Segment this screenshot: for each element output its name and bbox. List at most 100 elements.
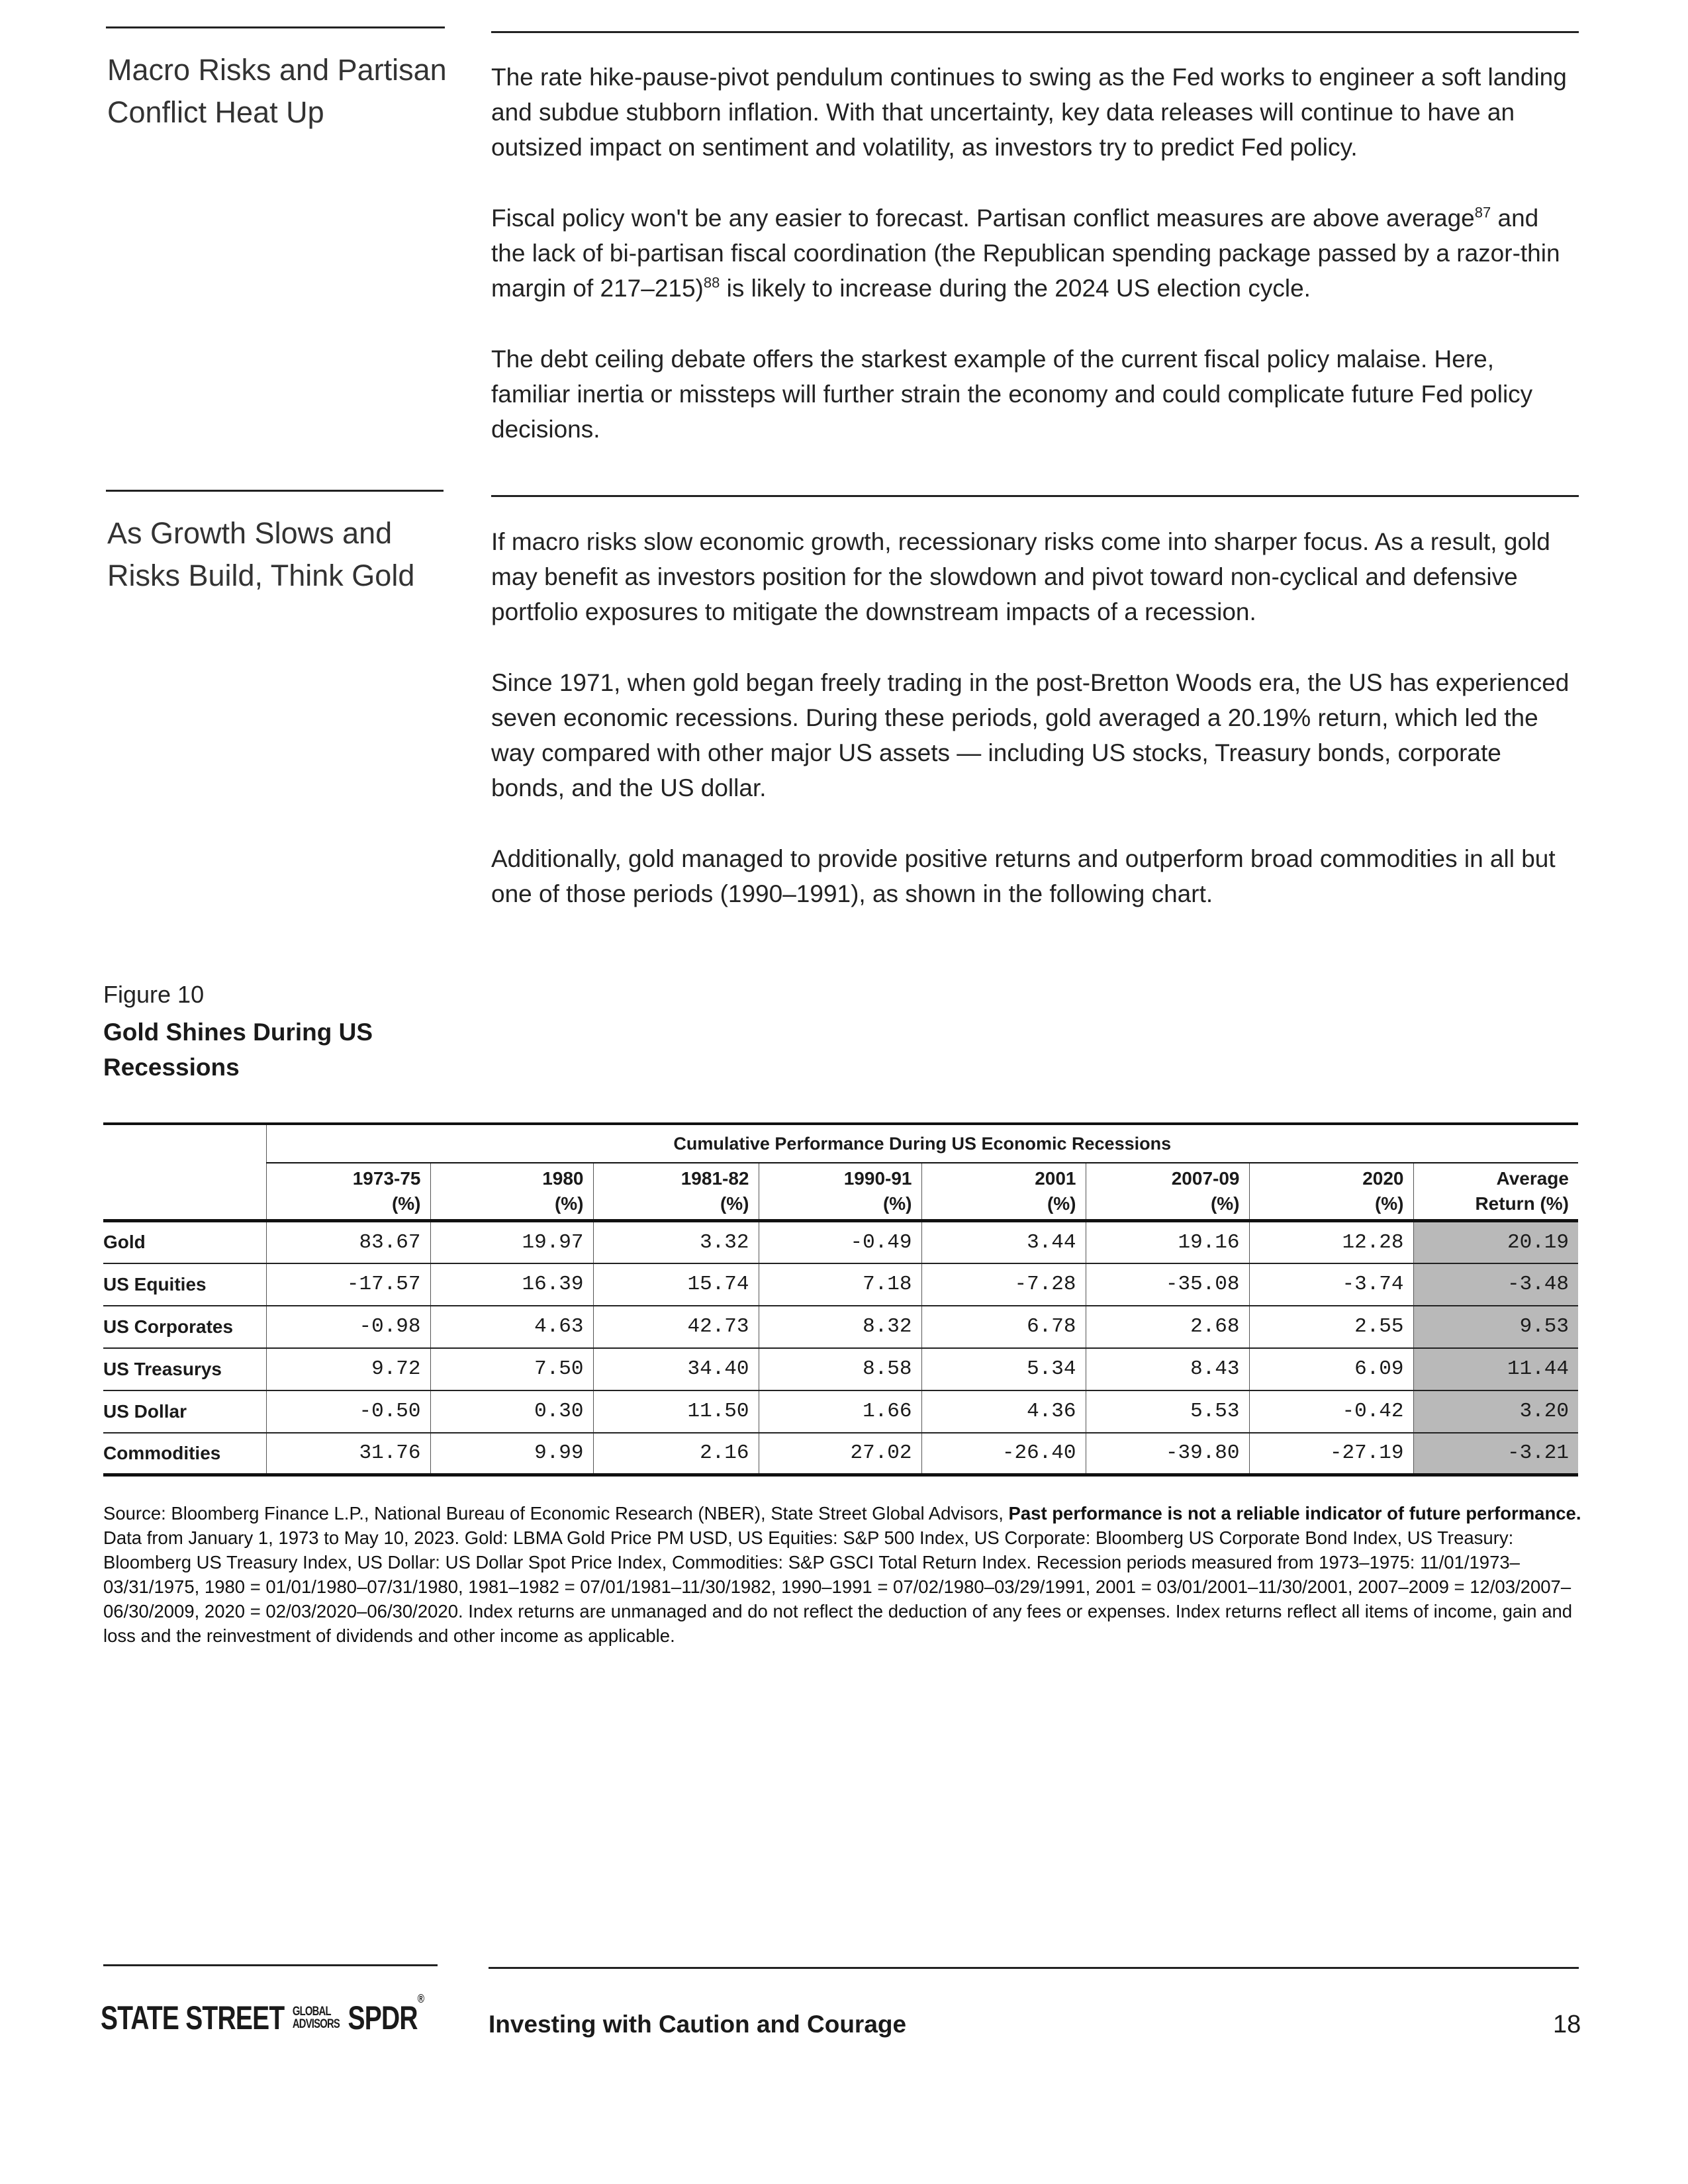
section-divider-left [106,490,444,492]
source-note: Source: Bloomberg Finance L.P., National… [103,1501,1586,1648]
paragraph-text: is likely to increase during the 2024 US… [720,275,1311,302]
average-return-cell: 9.53 [1413,1305,1578,1349]
source-text: Source: Bloomberg Finance L.P., National… [103,1503,1009,1524]
value-cell: 1.66 [758,1390,921,1433]
table-row: Gold 83.67 19.97 3.32 -0.49 3.44 19.16 12.28 20.… [103,1220,1578,1264]
table-row: US Corporates -0.98 4.63 42.73 8.32 6.78 2.68 2… [103,1305,1578,1349]
footnote-ref: 88 [703,274,720,291]
logo-state-street: STATE STREET [101,1999,285,2036]
page-number: 18 [1553,2011,1581,2038]
paragraph: If macro risks slow economic growth, rec… [491,528,1550,625]
value-cell: 11.50 [592,1390,759,1433]
value-cell: -35.08 [1085,1263,1249,1306]
footer-title: Investing with Caution and Courage [489,2011,907,2038]
section-heading: Macro Risks and Partisan Conflict Heat U… [107,53,447,129]
value-cell: 5.53 [1085,1390,1249,1433]
paragraph-text: and the lack of bi-partisan fiscal coord… [491,205,1560,302]
value-cell: 83.67 [265,1220,430,1264]
section-divider-right [491,495,1579,497]
value-cell: -0.98 [265,1305,430,1349]
value-cell: -17.57 [265,1263,430,1306]
value-cell: -7.28 [921,1263,1086,1306]
paragraph-text: Fiscal policy won't be any easier to for… [491,205,1475,232]
average-return-cell: 3.20 [1413,1390,1578,1433]
value-cell: 8.43 [1085,1347,1249,1391]
column-header: 1990-91 (%) [758,1163,921,1222]
value-cell: 34.40 [592,1347,759,1391]
logo-spdr: SPDR® [348,1992,425,2036]
column-header: 2020 (%) [1248,1163,1413,1222]
average-return-cell: 20.19 [1413,1220,1578,1264]
value-cell: 12.28 [1248,1220,1413,1264]
value-cell: 15.74 [592,1263,759,1306]
value-cell: 16.39 [430,1263,593,1306]
value-cell: 6.09 [1248,1347,1413,1391]
table-row: US Treasurys 9.72 7.50 34.40 8.58 5.34 8.43 6.0… [103,1347,1578,1391]
value-cell: 6.78 [921,1305,1086,1349]
value-cell: 8.32 [758,1305,921,1349]
recession-performance-table: Cumulative Performance During US Economi… [103,1122,1578,1477]
paragraph: The debt ceiling debate offers the stark… [491,345,1533,443]
section-divider-left [106,26,445,28]
value-cell: 5.34 [921,1347,1086,1391]
paragraph: Additionally, gold managed to provide po… [491,845,1556,907]
column-header: 2001 (%) [921,1163,1086,1222]
value-cell: 8.58 [758,1347,921,1391]
state-street-spdr-logo: STATE STREET GLOBAL ADVISORS SPDR® [101,1992,425,2037]
value-cell: 27.02 [758,1432,921,1477]
value-cell: 19.16 [1085,1220,1249,1264]
value-cell: 2.55 [1248,1305,1413,1349]
value-cell: 3.32 [592,1220,759,1264]
average-return-cell: -3.21 [1413,1432,1578,1477]
value-cell: 2.16 [592,1432,759,1477]
column-header: 1981-82 (%) [592,1163,759,1222]
value-cell: 7.18 [758,1263,921,1306]
row-label: Gold [103,1220,267,1264]
row-label: US Treasurys [103,1347,267,1391]
paragraph: Fiscal policy won't be any easier to for… [491,201,1577,306]
value-cell: -3.74 [1248,1263,1413,1306]
row-label: US Equities [103,1263,267,1306]
value-cell: 3.44 [921,1220,1086,1264]
value-cell: 2.68 [1085,1305,1249,1349]
column-header: 1973-75 (%) [265,1163,430,1222]
column-header: 2007-09 (%) [1085,1163,1249,1222]
row-label: US Corporates [103,1305,267,1349]
logo-global-advisors: GLOBAL ADVISORS [292,2005,340,2031]
paragraph: Since 1971, when gold began freely tradi… [491,669,1570,801]
value-cell: 9.72 [265,1347,430,1391]
figure-label: Figure 10 [103,981,205,1008]
section-divider-right [491,31,1579,33]
value-cell: 7.50 [430,1347,593,1391]
table-row: Commodities 31.76 9.99 2.16 27.02 -26.40 -39.8… [103,1432,1578,1477]
value-cell: -27.19 [1248,1432,1413,1477]
footnote-ref: 87 [1474,204,1491,221]
column-header: 1980 (%) [430,1163,593,1222]
figure-title: Gold Shines During US Recessions [103,1019,373,1081]
value-cell: 31.76 [265,1432,430,1477]
table-group-header: Cumulative Performance During US Economi… [266,1125,1578,1163]
value-cell: 9.99 [430,1432,593,1477]
value-cell: 4.36 [921,1390,1086,1433]
table-row: US Dollar -0.50 0.30 11.50 1.66 4.36 5.53 -0.42… [103,1390,1578,1433]
row-label: Commodities [103,1432,267,1477]
value-cell: -26.40 [921,1432,1086,1477]
source-details: Data from January 1, 1973 to May 10, 202… [103,1527,1573,1646]
value-cell: -0.49 [758,1220,921,1264]
value-cell: -0.50 [265,1390,430,1433]
paragraph: The rate hike-pause-pivot pendulum conti… [491,64,1567,161]
footer-divider-right [489,1967,1579,1969]
average-return-cell: 11.44 [1413,1347,1578,1391]
value-cell: 42.73 [592,1305,759,1349]
value-cell: 19.97 [430,1220,593,1264]
disclaimer-text: Past performance is not a reliable indic… [1008,1503,1581,1524]
column-header: Average Return (%) [1413,1163,1578,1222]
average-return-cell: -3.48 [1413,1263,1578,1306]
value-cell: -39.80 [1085,1432,1249,1477]
value-cell: 0.30 [430,1390,593,1433]
section-heading: As Growth Slows and Risks Build, Think G… [107,516,415,592]
table-row: US Equities -17.57 16.39 15.74 7.18 -7.28 -35.… [103,1263,1578,1306]
value-cell: 4.63 [430,1305,593,1349]
section-body: The rate hike-pause-pivot pendulum conti… [491,60,1577,482]
value-cell: -0.42 [1248,1390,1413,1433]
